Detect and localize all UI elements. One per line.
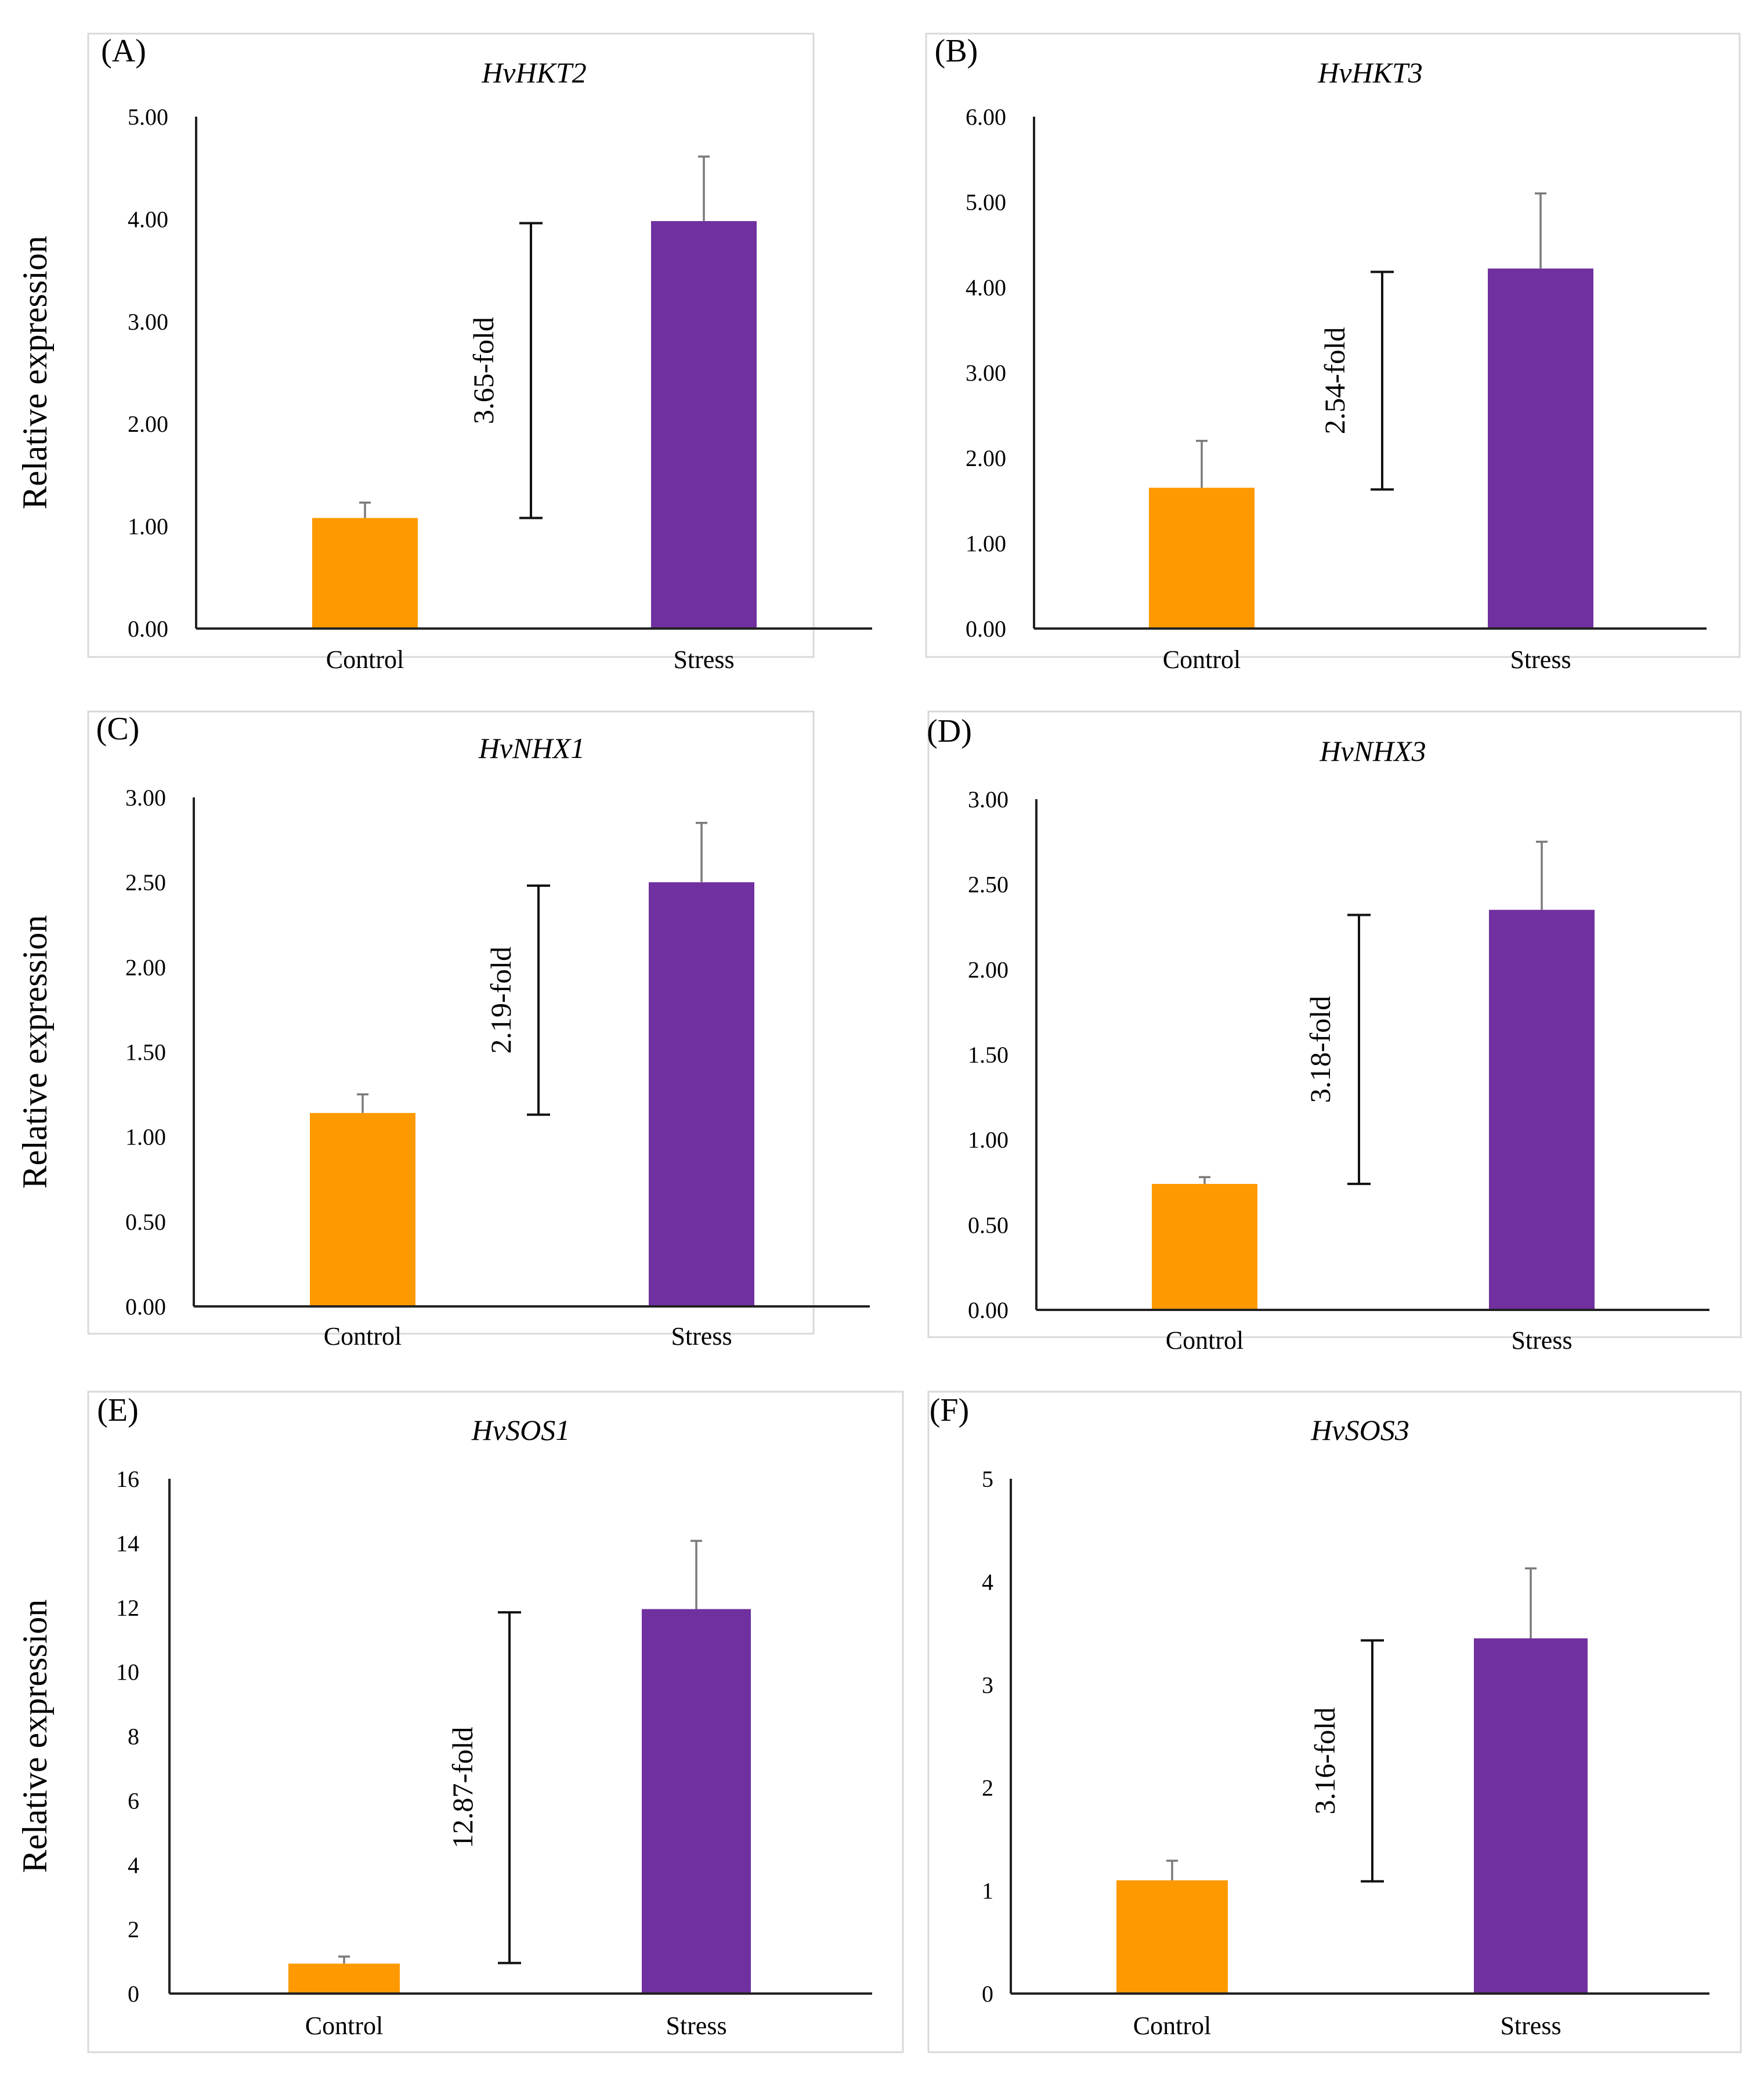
y-tick-label: 2 xyxy=(982,1775,993,1801)
panel-label: (D) xyxy=(927,713,972,749)
y-tick-label: 3.00 xyxy=(968,786,1008,813)
panel-label: (C) xyxy=(96,711,140,747)
gene-title: HvHKT3 xyxy=(1317,56,1423,89)
y-tick-label: 3.00 xyxy=(125,785,166,811)
y-tick-label: 0.50 xyxy=(968,1212,1008,1238)
bar-stress xyxy=(1474,1638,1588,1994)
panel-label: (B) xyxy=(935,33,978,69)
category-label: Stress xyxy=(1511,1326,1572,1355)
y-axis-label: Relative expression xyxy=(16,1599,54,1873)
bar-stress xyxy=(1489,909,1595,1310)
y-tick-label: 1.50 xyxy=(125,1039,166,1066)
chart-panel-2: (C) HvNHX1 Relative expression 0.00 0.50 1.00… xyxy=(16,710,870,1351)
y-tick-label: 4.00 xyxy=(128,206,168,232)
y-tick-label: 10 xyxy=(116,1659,139,1685)
fold-change-label: 3.65-fold xyxy=(467,317,500,424)
y-tick-label: 0.00 xyxy=(968,1297,1008,1323)
panel-frame xyxy=(927,1391,1742,2053)
y-tick-label: 16 xyxy=(116,1466,139,1492)
chart-panel-4: (E) HvSOS1 Relative expression 0 2 4 6 8 10 12 14 1… xyxy=(16,1391,904,2053)
y-tick-label: 1.00 xyxy=(125,1124,166,1150)
y-axis-label: Relative expression xyxy=(16,915,54,1189)
y-tick-label: 2.50 xyxy=(125,869,166,896)
category-label: Stress xyxy=(1500,2012,1561,2040)
category-label: Control xyxy=(305,2012,383,2040)
bar-stress xyxy=(642,1609,751,1994)
y-tick-label: 0 xyxy=(982,1981,993,2007)
gene-title: HvNHX1 xyxy=(478,732,585,764)
y-tick-label: 5.00 xyxy=(966,189,1006,215)
category-label: Control xyxy=(326,645,404,674)
y-tick-label: 12 xyxy=(116,1595,139,1621)
y-tick-label: 1 xyxy=(982,1878,993,1904)
y-tick-label: 1.00 xyxy=(968,1127,1008,1153)
gene-title: HvNHX3 xyxy=(1319,735,1426,767)
y-tick-label: 5 xyxy=(982,1466,993,1492)
y-tick-label: 2.00 xyxy=(128,411,168,437)
bar-control xyxy=(312,518,418,629)
gene-title: HvSOS1 xyxy=(471,1414,570,1446)
y-tick-label: 2.50 xyxy=(968,872,1008,898)
bar-stress xyxy=(651,221,757,629)
category-label: Stress xyxy=(1510,645,1571,674)
y-tick-label: 2 xyxy=(128,1916,139,1942)
y-tick-label: 0.00 xyxy=(128,616,168,642)
fold-change-label: 3.16-fold xyxy=(1308,1707,1341,1815)
category-label: Stress xyxy=(673,645,734,674)
y-tick-label: 14 xyxy=(116,1530,139,1557)
y-tick-label: 3.00 xyxy=(128,309,168,335)
chart-panel-5: (F) HvSOS3 0 1 2 3 4 5 Control Stress 3.16-fold xyxy=(927,1391,1742,2053)
y-tick-label: 0.00 xyxy=(966,616,1006,642)
bar-control xyxy=(288,1963,400,1994)
panel-label: (A) xyxy=(101,33,146,69)
category-label: Stress xyxy=(666,2012,726,2040)
fold-change-label: 2.54-fold xyxy=(1318,327,1351,435)
y-tick-label: 0.00 xyxy=(125,1294,166,1320)
y-tick-label: 0.50 xyxy=(125,1209,166,1235)
category-label: Control xyxy=(1163,645,1241,674)
y-tick-label: 2.00 xyxy=(966,445,1006,471)
y-tick-label: 2.00 xyxy=(968,956,1008,983)
fold-change-label: 2.19-fold xyxy=(485,947,517,1054)
bar-stress xyxy=(649,882,754,1306)
y-axis-label: Relative expression xyxy=(16,236,54,510)
y-tick-label: 4.00 xyxy=(966,275,1006,301)
y-tick-label: 6 xyxy=(128,1788,139,1814)
category-label: Control xyxy=(1166,1326,1244,1355)
y-tick-label: 4 xyxy=(128,1852,139,1878)
bar-control xyxy=(1149,488,1255,629)
category-label: Control xyxy=(1133,2012,1211,2040)
gene-title: HvSOS3 xyxy=(1310,1414,1409,1446)
panel-frame xyxy=(927,710,1742,1338)
panel-label: (E) xyxy=(97,1392,139,1428)
chart-panel-0: (A) HvHKT2 Relative expression 0.00 1.00 2.00… xyxy=(16,33,872,674)
category-label: Control xyxy=(324,1322,402,1351)
y-tick-label: 0 xyxy=(128,1981,139,2007)
panel-label: (F) xyxy=(930,1392,969,1428)
y-tick-label: 6.00 xyxy=(966,104,1006,130)
y-tick-label: 2.00 xyxy=(125,954,166,980)
category-label: Stress xyxy=(671,1322,732,1351)
bar-stress xyxy=(1488,268,1593,629)
bar-control xyxy=(1116,1880,1228,1994)
chart-panel-3: (D) HvNHX3 0.00 0.50 1.00 1.50 2.00 2.50 3.00 Con… xyxy=(927,710,1742,1355)
panel-frame xyxy=(925,33,1741,658)
bar-control xyxy=(1152,1183,1257,1310)
fold-change-label: 12.87-fold xyxy=(446,1727,479,1848)
y-tick-label: 5.00 xyxy=(128,104,168,130)
bar-control xyxy=(310,1113,415,1306)
chart-panel-1: (B) HvHKT3 0.00 1.00 2.00 3.00 4.00 5.00 6.00 Con… xyxy=(925,33,1741,674)
y-tick-label: 8 xyxy=(128,1724,139,1750)
y-tick-label: 1.50 xyxy=(968,1042,1008,1068)
y-tick-label: 1.00 xyxy=(966,530,1006,557)
gene-title: HvHKT2 xyxy=(481,56,587,89)
fold-change-label: 3.18-fold xyxy=(1304,996,1336,1103)
y-tick-label: 3 xyxy=(982,1672,993,1698)
y-tick-label: 1.00 xyxy=(128,514,168,540)
y-tick-label: 4 xyxy=(982,1569,993,1595)
y-tick-label: 3.00 xyxy=(966,360,1006,386)
panel-frame xyxy=(87,1391,904,2053)
